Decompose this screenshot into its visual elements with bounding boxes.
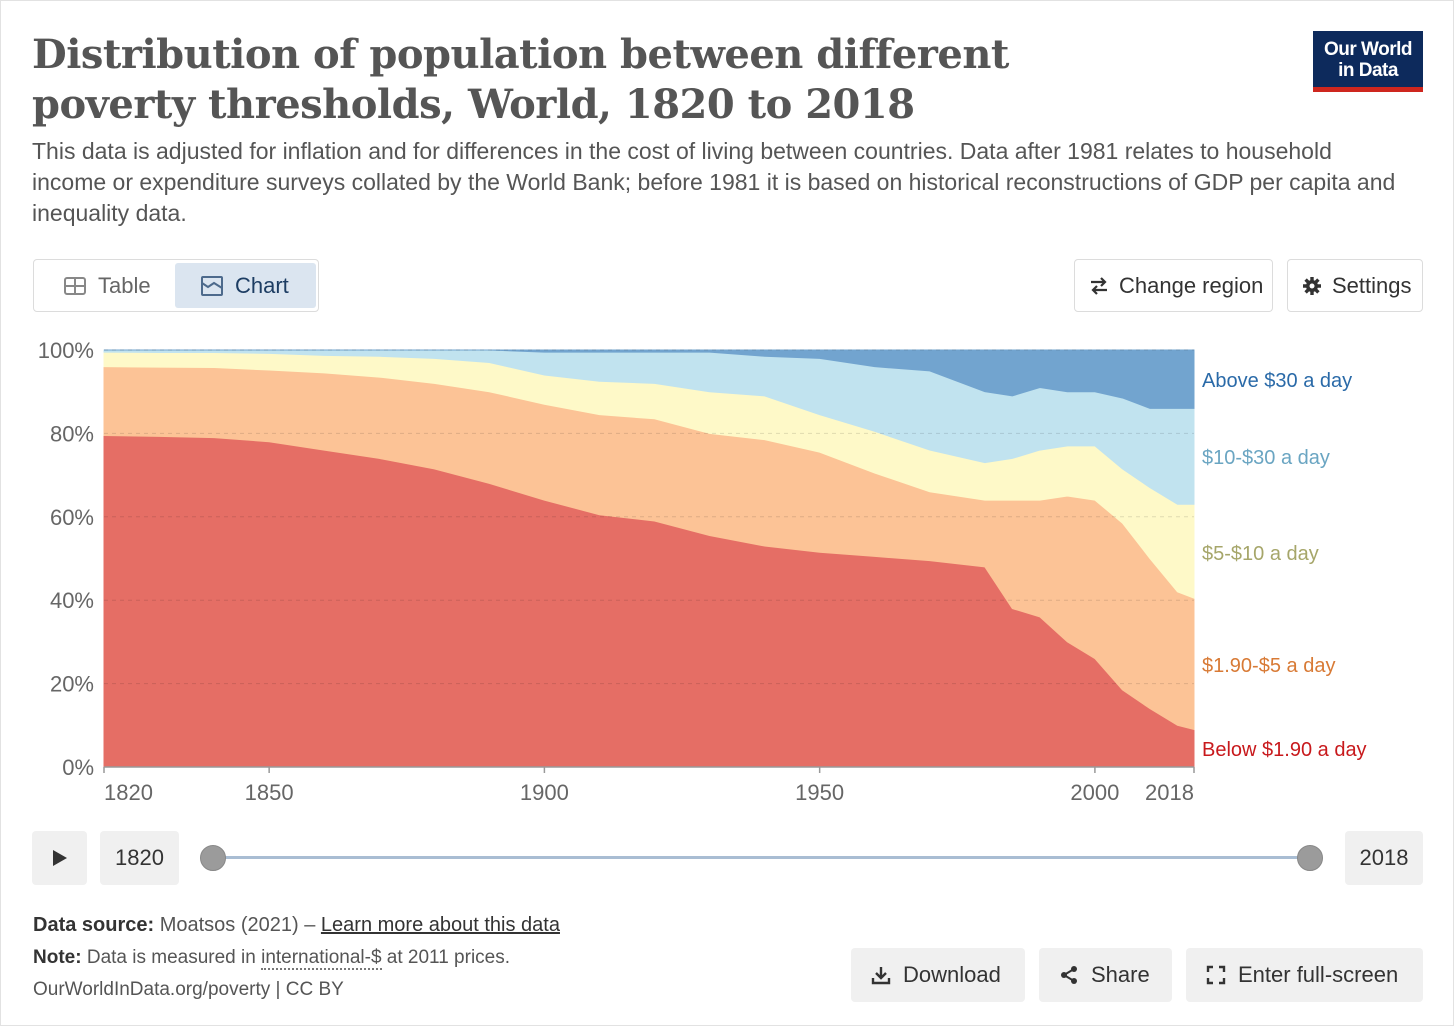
note-post: at 2011 prices. xyxy=(386,947,511,968)
fullscreen-icon xyxy=(1206,965,1226,985)
y-tick-label-2: 40% xyxy=(50,588,94,613)
change-region-button[interactable]: Change region xyxy=(1074,259,1273,312)
area-4 xyxy=(104,349,1195,409)
timeline-end-year: 2018 xyxy=(1345,831,1423,885)
series-label-2: $5-$10 a day xyxy=(1202,543,1319,565)
x-tick-label-1: 1850 xyxy=(245,780,294,805)
timeline-start-year: 1820 xyxy=(100,831,179,885)
share-label: Share xyxy=(1091,962,1150,987)
series-label-1: $1.90-$5 a day xyxy=(1202,655,1335,677)
table-icon xyxy=(64,276,86,295)
owid-logo[interactable]: Our World in Data xyxy=(1313,31,1423,92)
play-icon xyxy=(52,850,67,866)
chart-areas xyxy=(103,349,1195,768)
tab-chart[interactable]: Chart xyxy=(175,263,316,308)
tab-table[interactable]: Table xyxy=(38,263,174,308)
chart-subtitle: This data is adjusted for inflation and … xyxy=(32,138,1396,226)
source-label: Data source: xyxy=(33,914,155,936)
timeline-end-handle[interactable] xyxy=(1297,845,1323,871)
international-dollar-link[interactable]: international-$ xyxy=(261,947,382,970)
x-tick-label-4: 2000 xyxy=(1070,780,1119,805)
chart-icon xyxy=(201,275,223,296)
timeline-start-handle[interactable] xyxy=(200,845,226,871)
note-pre: Data is measured in xyxy=(86,947,256,968)
play-button[interactable] xyxy=(32,831,87,885)
chart-axes: 0% 20% 40% 60% 80% 100% 1820 1850 1900 1950 2000 20… xyxy=(38,338,1195,805)
swap-arrows-icon xyxy=(1091,276,1107,295)
series-label-0: Below $1.90 a day xyxy=(1202,739,1367,761)
data-source-line: Data source: Moatsos (2021) – Learn more… xyxy=(33,914,560,937)
x-tick-label-2: 1900 xyxy=(520,780,569,805)
y-tick-label-3: 60% xyxy=(50,505,94,530)
fullscreen-label: Enter full-screen xyxy=(1238,962,1399,987)
gear-icon xyxy=(1303,276,1321,295)
y-tick-label-5: 100% xyxy=(38,338,94,363)
download-label: Download xyxy=(903,962,1001,987)
logo-line-1: Our World xyxy=(1323,39,1413,60)
chart-grid xyxy=(104,349,1194,685)
share-icon xyxy=(1061,966,1077,984)
fullscreen-button[interactable]: Enter full-screen xyxy=(1186,948,1423,1002)
source-text: Moatsos (2021) – xyxy=(159,914,316,936)
y-tick-label-4: 80% xyxy=(50,421,94,446)
share-button[interactable]: Share xyxy=(1039,948,1172,1002)
settings-label: Settings xyxy=(1332,272,1412,298)
x-tick-label-5: 2018 xyxy=(1145,780,1194,805)
timeline-track[interactable] xyxy=(213,856,1311,859)
series-label-3: $10-$30 a day xyxy=(1202,447,1330,469)
download-button[interactable]: Download xyxy=(851,948,1025,1002)
page-title: Distribution of population between diffe… xyxy=(32,31,1009,128)
tab-table-label: Table xyxy=(98,272,151,298)
learn-more-link[interactable]: Learn more about this data xyxy=(320,914,560,936)
y-tick-label-0: 0% xyxy=(62,755,94,780)
view-tabs: Table Chart xyxy=(33,259,319,312)
stacked-area-chart: 0% 20% 40% 60% 80% 100% 1820 1850 1900 1950 2000 20… xyxy=(38,338,1367,805)
series-label-4: Above $30 a day xyxy=(1202,370,1352,392)
note-label: Note: xyxy=(33,947,82,968)
x-tick-label-3: 1950 xyxy=(795,780,844,805)
logo-line-2: in Data xyxy=(1338,60,1398,81)
settings-button[interactable]: Settings xyxy=(1287,259,1423,312)
chart-labels: Below $1.90 a day $1.90-$5 a day $5-$10 a … xyxy=(1202,370,1367,761)
tab-chart-label: Chart xyxy=(235,272,289,298)
source-url[interactable]: OurWorldInData.org/poverty | CC BY xyxy=(33,979,344,1000)
download-icon xyxy=(871,967,891,985)
change-region-label: Change region xyxy=(1119,272,1264,298)
y-tick-label-1: 20% xyxy=(50,672,94,697)
note-line: Note: Data is measured in international-… xyxy=(33,947,511,970)
x-tick-label-0: 1820 xyxy=(104,780,153,805)
